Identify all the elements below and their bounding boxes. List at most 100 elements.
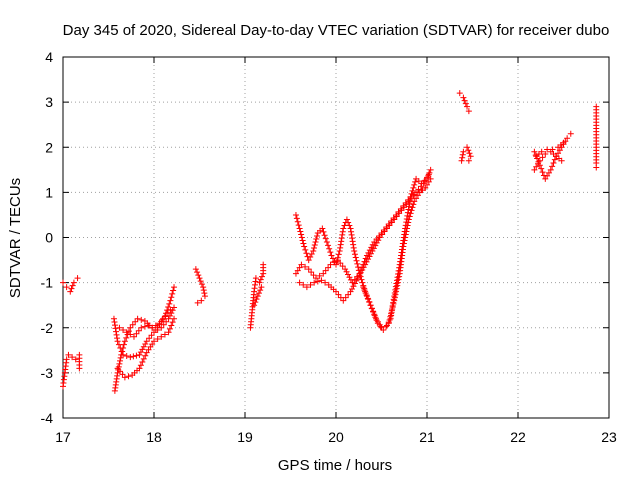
data-point — [303, 250, 310, 257]
data-point — [405, 198, 412, 205]
series-arc-i — [251, 284, 265, 309]
series-arc-r — [533, 139, 567, 160]
data-point — [118, 348, 125, 355]
x-tick-label: 21 — [419, 429, 435, 445]
y-tick-label: -3 — [41, 365, 54, 381]
data-point — [391, 294, 398, 301]
series-arc-f — [116, 306, 174, 340]
data-point — [393, 213, 400, 220]
data-point — [398, 207, 405, 214]
data-point — [410, 201, 417, 208]
data-point — [555, 150, 562, 157]
data-point — [115, 341, 122, 348]
y-tick-label: -1 — [41, 275, 54, 291]
y-tick-label: 1 — [45, 184, 53, 200]
data-point — [297, 228, 304, 235]
data-point — [321, 232, 328, 239]
data-point — [165, 329, 172, 336]
data-point — [367, 250, 374, 257]
data-point — [354, 275, 361, 282]
data-point — [403, 225, 410, 232]
data-point — [298, 231, 305, 238]
data-point — [408, 207, 415, 214]
data-point — [63, 284, 70, 291]
data-point — [558, 157, 565, 164]
data-point — [143, 338, 150, 345]
y-tick-label: 2 — [45, 139, 53, 155]
data-point — [334, 257, 341, 264]
data-point — [374, 320, 381, 327]
data-point — [342, 294, 349, 301]
data-point — [342, 266, 349, 273]
data-point — [257, 276, 264, 283]
data-point — [327, 261, 334, 268]
data-point — [169, 319, 176, 326]
data-point — [296, 225, 303, 232]
series-arc-b — [60, 275, 81, 295]
data-point — [381, 228, 388, 235]
data-point — [393, 285, 400, 292]
data-point — [140, 343, 147, 350]
data-point — [296, 279, 303, 286]
data-point — [258, 273, 265, 280]
data-point — [117, 357, 124, 364]
data-point — [346, 274, 353, 281]
data-point — [257, 287, 264, 294]
data-point — [394, 282, 401, 289]
data-point — [133, 330, 140, 337]
data-point — [76, 365, 83, 372]
data-point — [411, 198, 418, 205]
data-point — [168, 322, 175, 329]
data-point — [197, 278, 204, 285]
data-point — [465, 147, 472, 154]
data-point — [333, 258, 340, 265]
data-point — [69, 354, 76, 361]
data-point — [251, 302, 258, 309]
data-point — [120, 351, 127, 358]
data-point — [299, 237, 306, 244]
data-point — [121, 338, 128, 345]
data-point — [196, 275, 203, 282]
data-point — [425, 171, 432, 178]
data-point — [112, 322, 118, 329]
data-point — [345, 219, 352, 226]
data-point — [166, 325, 173, 332]
data-point — [407, 210, 414, 217]
data-point — [542, 151, 549, 158]
data-point — [549, 146, 556, 153]
data-point — [404, 209, 411, 216]
grid — [63, 57, 609, 418]
data-point — [460, 148, 467, 155]
data-point — [121, 374, 128, 381]
data-point — [168, 294, 175, 301]
data-point — [358, 276, 365, 283]
data-point — [111, 318, 118, 325]
data-point — [394, 279, 401, 286]
data-point — [460, 94, 467, 101]
data-point — [308, 269, 315, 276]
data-point — [311, 245, 318, 252]
data-point — [114, 338, 121, 345]
data-point — [158, 333, 165, 340]
data-point — [359, 279, 366, 286]
series-arc-g — [192, 266, 208, 306]
data-point — [160, 315, 167, 322]
data-point — [376, 234, 383, 241]
data-point — [400, 240, 407, 247]
data-point — [138, 316, 145, 323]
data-point — [114, 335, 121, 342]
data-point — [465, 108, 472, 115]
data-point — [560, 139, 567, 146]
data-point — [459, 151, 466, 158]
data-point — [139, 359, 146, 366]
data-point — [427, 166, 434, 173]
data-point — [164, 309, 171, 316]
data-point — [145, 322, 152, 329]
data-point — [356, 272, 363, 279]
data-point — [363, 258, 370, 265]
data-point — [373, 317, 380, 324]
data-point — [171, 284, 178, 291]
data-point — [369, 248, 376, 255]
data-point — [380, 327, 387, 334]
data-point — [195, 272, 202, 279]
